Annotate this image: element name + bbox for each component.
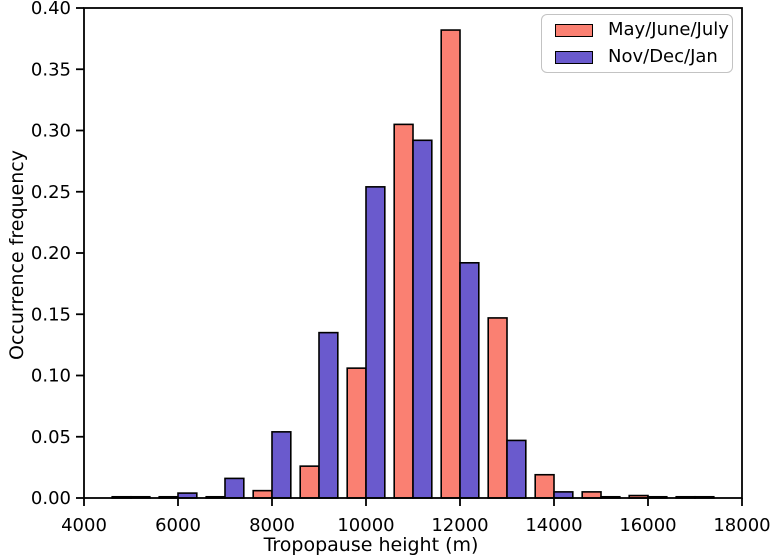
svg-text:0.35: 0.35 (31, 59, 71, 80)
svg-text:0.25: 0.25 (31, 182, 71, 203)
svg-text:0.30: 0.30 (31, 121, 71, 142)
svg-text:4000: 4000 (61, 515, 107, 536)
svg-text:10000: 10000 (337, 515, 394, 536)
legend-item-mjj: May/June/July (555, 19, 732, 41)
svg-text:0.00: 0.00 (31, 488, 71, 509)
svg-text:0.15: 0.15 (31, 304, 71, 325)
legend-label-nov-dec-jan: Nov/Dec/Jan (608, 46, 718, 67)
legend: May/June/July Nov/Dec/Jan (541, 14, 733, 73)
svg-text:8000: 8000 (249, 515, 295, 536)
x-axis-label: Tropopause height (m) (263, 534, 479, 556)
svg-text:6000: 6000 (155, 515, 201, 536)
legend-item-ndj: Nov/Dec/Jan (555, 46, 732, 68)
y-axis-label: Occurrence frequency (6, 150, 28, 360)
svg-text:0.20: 0.20 (31, 243, 71, 264)
svg-text:18000: 18000 (713, 515, 770, 536)
legend-swatch-may-june-july (555, 23, 593, 37)
svg-text:16000: 16000 (619, 515, 676, 536)
legend-swatch-nov-dec-jan (555, 50, 593, 64)
svg-text:0.05: 0.05 (31, 427, 71, 448)
svg-text:0.10: 0.10 (31, 366, 71, 387)
svg-text:14000: 14000 (525, 515, 582, 536)
svg-text:0.40: 0.40 (31, 0, 71, 19)
legend-label-may-june-july: May/June/July (608, 19, 729, 40)
svg-text:12000: 12000 (431, 515, 488, 536)
